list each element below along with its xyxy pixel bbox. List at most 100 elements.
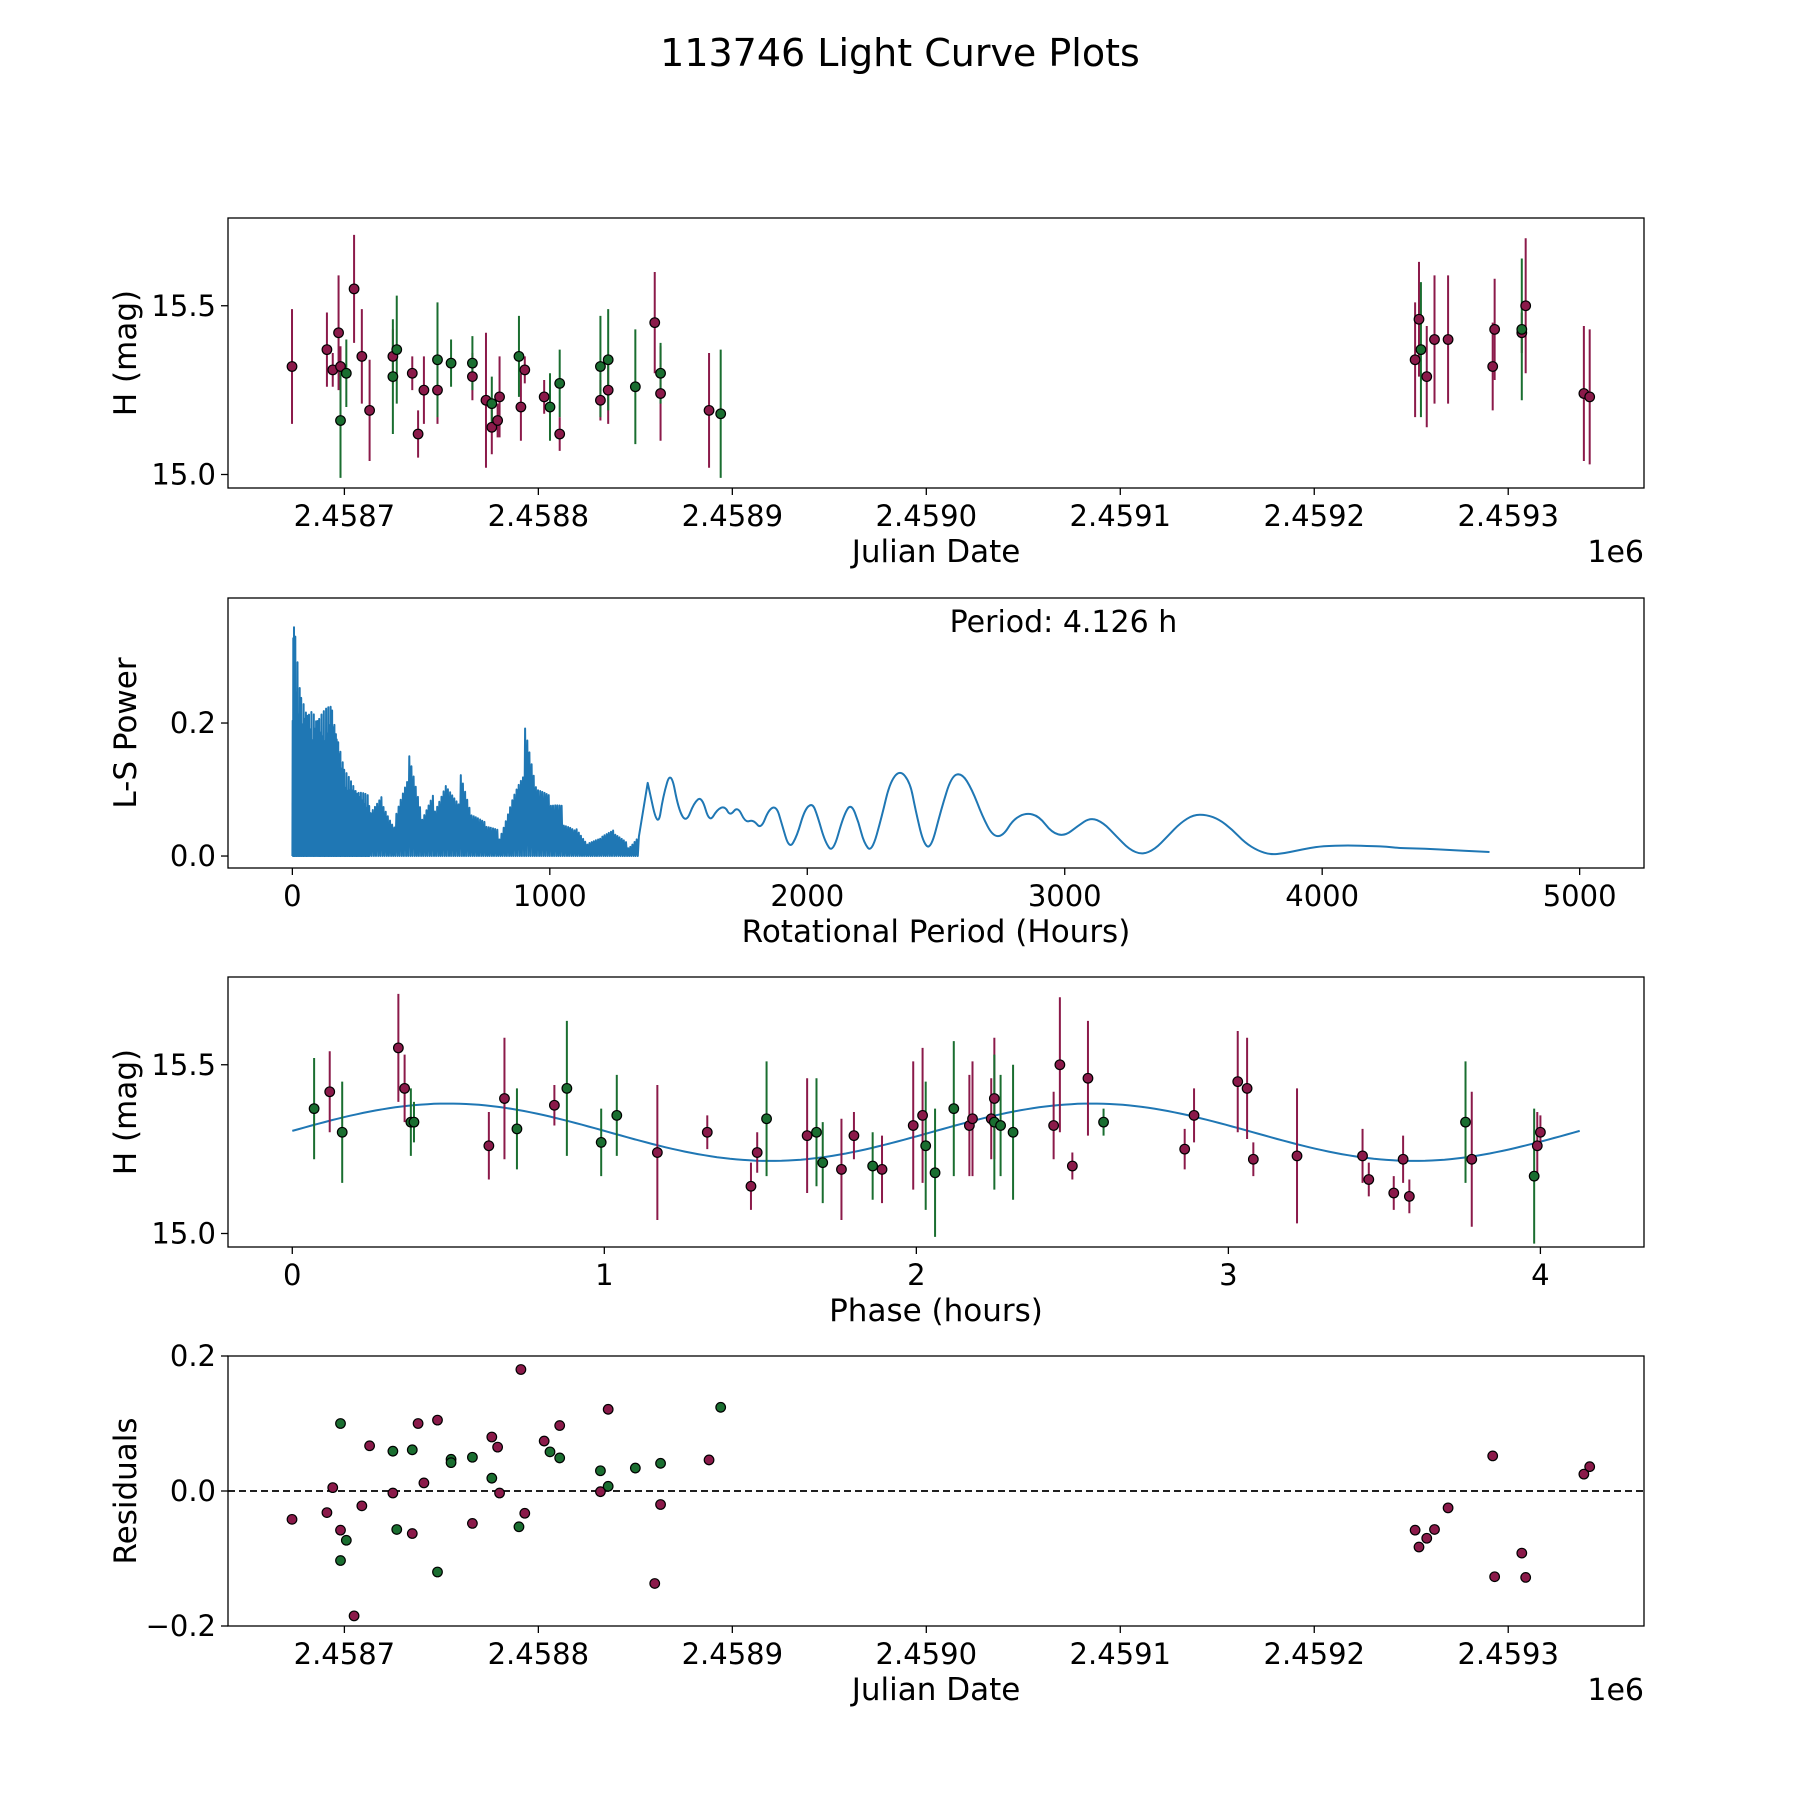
- data-point-r: [467, 1517, 478, 1529]
- data-point-g: [554, 1452, 566, 1464]
- data-point-r: [1578, 1468, 1590, 1480]
- data-point-g: [467, 1451, 478, 1463]
- x-tick-label: 2.4591: [1070, 499, 1171, 533]
- data-point-r: [655, 1499, 666, 1510]
- data-point-r: [1466, 1153, 1478, 1165]
- x-tick-label: 1000: [513, 879, 587, 913]
- data-point-r: [1188, 1109, 1200, 1121]
- data-point-r: [538, 391, 550, 403]
- data-point-r: [1397, 1153, 1409, 1165]
- data-point-r: [364, 1440, 376, 1452]
- data-point-r: [327, 1482, 339, 1494]
- data-point-r: [1520, 300, 1532, 312]
- data-point-g: [602, 1480, 614, 1492]
- data-point-r: [1357, 1150, 1368, 1162]
- data-point-r: [1421, 1532, 1433, 1544]
- data-point-g: [1460, 1116, 1471, 1128]
- data-point-r: [519, 1507, 531, 1519]
- x-axis-label: Julian Date: [850, 1672, 1021, 1708]
- data-point-g: [387, 1445, 399, 1457]
- data-point-g: [308, 1103, 320, 1115]
- data-point-r: [967, 1113, 978, 1125]
- data-point-r: [907, 1120, 919, 1131]
- data-point-r: [387, 1487, 399, 1499]
- data-point-g: [595, 361, 606, 372]
- x-tick-label: 2.4588: [488, 1637, 589, 1671]
- data-point-g: [406, 1444, 418, 1456]
- data-point-r: [651, 1147, 663, 1158]
- data-point-r: [499, 1093, 510, 1104]
- data-point-r: [1048, 1120, 1060, 1131]
- data-point-r: [486, 421, 498, 433]
- data-point-r: [392, 1042, 404, 1054]
- data-point-r: [1531, 1140, 1543, 1152]
- data-point-r: [412, 1418, 424, 1429]
- data-point-g: [335, 1555, 346, 1566]
- x-tick-label: 4000: [1285, 879, 1359, 913]
- data-point-r: [1584, 1461, 1596, 1473]
- x-tick-label: 2.4593: [1457, 1637, 1558, 1671]
- data-point-g: [655, 1457, 666, 1469]
- data-layer: [228, 1364, 1644, 1622]
- y-axis-label: Residuals: [108, 1417, 144, 1564]
- residuals-plot: 2.4587 2.4588 2.4589 2.4590 2.4591 2.4592 2.45…: [108, 1339, 1645, 1708]
- data-point-r: [1388, 1187, 1400, 1199]
- data-point-r: [1489, 1571, 1501, 1583]
- data-point-r: [876, 1163, 888, 1175]
- data-point-r: [335, 361, 346, 372]
- data-point-r: [649, 1578, 661, 1589]
- data-point-g: [544, 1446, 556, 1458]
- data-point-g: [817, 1157, 829, 1169]
- periodogram-line: [291, 626, 1490, 857]
- data-point-g: [511, 1123, 523, 1135]
- data-point-r: [321, 1507, 333, 1518]
- data-point-r: [1489, 323, 1501, 335]
- x-offset-label: 1e6: [1587, 1673, 1644, 1708]
- data-point-r: [1409, 1524, 1421, 1536]
- data-point-g: [445, 357, 457, 369]
- data-point-r: [836, 1163, 847, 1175]
- x-axis-label: Phase (hours): [829, 1293, 1043, 1329]
- data-point-r: [1442, 334, 1454, 345]
- data-point-r: [335, 1524, 346, 1536]
- data-point-r: [356, 350, 368, 362]
- data-point-r: [364, 404, 376, 416]
- data-point-r: [1429, 334, 1440, 345]
- x-tick-label: 5000: [1543, 879, 1617, 913]
- data-point-r: [1442, 1502, 1454, 1514]
- x-tick-label: 2000: [770, 879, 844, 913]
- x-tick-label: 2.4590: [876, 1637, 977, 1671]
- data-point-r: [333, 327, 344, 339]
- y-tick-label: 15.5: [151, 289, 216, 323]
- data-point-g: [611, 1109, 623, 1121]
- data-point-r: [399, 1082, 411, 1094]
- data-point-g: [387, 371, 399, 383]
- data-point-r: [1584, 391, 1596, 403]
- data-point-g: [1098, 1116, 1109, 1128]
- y-axis-label: L-S Power: [108, 657, 144, 808]
- y-tick-label: −0.2: [146, 1609, 216, 1643]
- data-point-r: [1516, 1547, 1528, 1559]
- data-point-g: [467, 357, 478, 369]
- data-point-g: [602, 354, 614, 366]
- x-tick-label: 2.4589: [682, 1637, 783, 1671]
- data-layer: [292, 993, 1580, 1244]
- data-point-r: [988, 1093, 1000, 1104]
- data-point-r: [1082, 1072, 1094, 1084]
- plot-frame: [227, 597, 1645, 869]
- data-point-g: [595, 1465, 606, 1477]
- data-point-r: [1403, 1190, 1415, 1202]
- data-point-r: [519, 364, 531, 376]
- data-point-r: [745, 1180, 757, 1192]
- data-point-g: [715, 408, 727, 420]
- data-point-r: [1232, 1076, 1244, 1088]
- data-point-r: [348, 283, 360, 295]
- data-point-r: [602, 1403, 614, 1415]
- data-point-r: [1241, 1082, 1253, 1094]
- data-point-g: [561, 1082, 573, 1094]
- data-point-r: [1179, 1143, 1191, 1155]
- x-axis-label: Rotational Period (Hours): [742, 914, 1131, 950]
- data-point-r: [751, 1147, 763, 1158]
- data-point-r: [1535, 1126, 1546, 1138]
